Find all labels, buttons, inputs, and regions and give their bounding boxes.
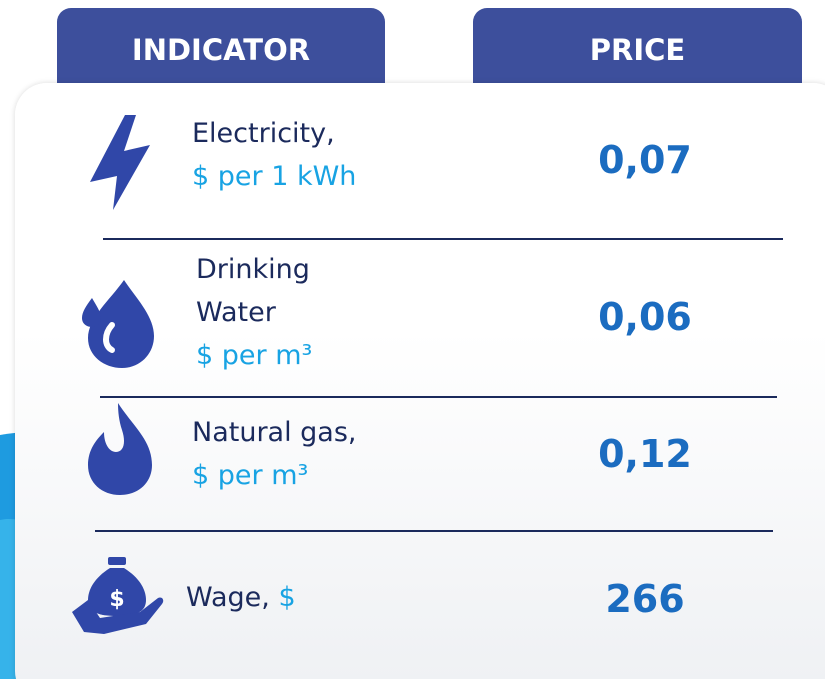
svg-text:$: $ (109, 587, 124, 612)
indicator-cell: Drinking Water $ per m³ (196, 248, 312, 377)
label-text: Natural gas, (192, 417, 357, 448)
flame-icon (88, 403, 152, 495)
label-text: Drinking (196, 254, 310, 285)
row-divider (100, 396, 777, 398)
label-text: Water (196, 297, 276, 328)
label-line: Wage, $ (186, 576, 296, 619)
indicator-cell: Natural gas, $ per m³ (192, 411, 357, 497)
unit-text: $ per 1 kWh (192, 161, 357, 192)
unit-text: $ per m³ (192, 460, 309, 491)
label-line: Natural gas, (192, 411, 357, 454)
price-value: 0,07 (598, 138, 692, 182)
label-text: Electricity, (192, 118, 335, 149)
label-text: Wage, (186, 582, 270, 613)
indicator-header: INDICATOR (131, 33, 311, 67)
indicator-cell: Wage, $ (186, 576, 296, 619)
indicator-cell: Electricity, $ per 1 kWh (192, 112, 356, 198)
label-line: Water (196, 291, 312, 334)
unit-text: $ per m³ (196, 340, 313, 371)
drop-icon (82, 280, 154, 368)
card (15, 83, 825, 679)
money-icon: $ (72, 557, 164, 634)
label-line: Electricity, (192, 112, 356, 155)
price-value: 0,12 (598, 432, 692, 476)
row-divider (103, 238, 783, 240)
price-header: PRICE (589, 33, 686, 67)
price-value: 266 (605, 577, 685, 621)
lightning-icon (90, 115, 150, 210)
row-divider (95, 530, 773, 532)
label-line: Drinking (196, 248, 312, 291)
price-value: 0,06 (598, 295, 692, 339)
unit-text: $ (278, 582, 296, 613)
